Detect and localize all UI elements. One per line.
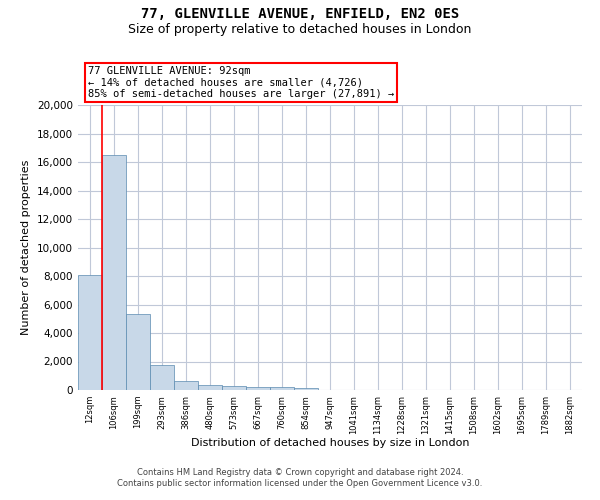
Bar (270, 388, 294, 390)
Text: 77, GLENVILLE AVENUE, ENFIELD, EN2 0ES: 77, GLENVILLE AVENUE, ENFIELD, EN2 0ES (141, 8, 459, 22)
Text: 77 GLENVILLE AVENUE: 92sqm
← 14% of detached houses are smaller (4,726)
85% of s: 77 GLENVILLE AVENUE: 92sqm ← 14% of deta… (88, 66, 394, 100)
Y-axis label: Number of detached properties: Number of detached properties (22, 160, 31, 335)
Bar (126, 314, 150, 390)
Bar (78, 274, 102, 390)
Text: Contains public sector information licensed under the Open Government Licence v3: Contains public sector information licen… (118, 479, 482, 488)
Text: Distribution of detached houses by size in London: Distribution of detached houses by size … (191, 438, 469, 448)
Bar (246, 387, 270, 390)
Bar (174, 380, 198, 390)
Bar (198, 385, 222, 390)
Text: Size of property relative to detached houses in London: Size of property relative to detached ho… (128, 22, 472, 36)
Bar (294, 388, 318, 390)
Bar (150, 365, 174, 390)
Bar (222, 386, 246, 390)
Text: Contains HM Land Registry data © Crown copyright and database right 2024.: Contains HM Land Registry data © Crown c… (137, 468, 463, 477)
Bar (102, 155, 126, 390)
